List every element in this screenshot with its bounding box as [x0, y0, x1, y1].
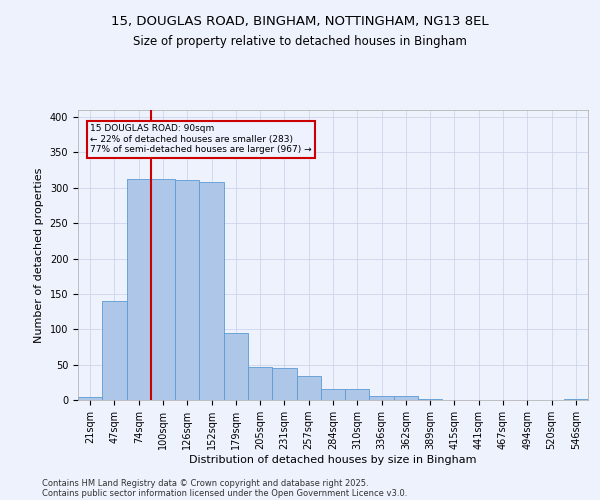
- Text: Size of property relative to detached houses in Bingham: Size of property relative to detached ho…: [133, 35, 467, 48]
- Text: Contains public sector information licensed under the Open Government Licence v3: Contains public sector information licen…: [42, 488, 407, 498]
- Bar: [175, 180, 199, 400]
- Bar: [78, 397, 102, 400]
- Y-axis label: Number of detached properties: Number of detached properties: [34, 168, 44, 342]
- Bar: [151, 180, 175, 400]
- Text: 15 DOUGLAS ROAD: 90sqm
← 22% of detached houses are smaller (283)
77% of semi-de: 15 DOUGLAS ROAD: 90sqm ← 22% of detached…: [90, 124, 312, 154]
- Bar: [564, 398, 588, 400]
- Bar: [296, 376, 321, 400]
- X-axis label: Distribution of detached houses by size in Bingham: Distribution of detached houses by size …: [189, 455, 477, 465]
- Text: 15, DOUGLAS ROAD, BINGHAM, NOTTINGHAM, NG13 8EL: 15, DOUGLAS ROAD, BINGHAM, NOTTINGHAM, N…: [111, 15, 489, 28]
- Bar: [248, 368, 272, 400]
- Bar: [127, 180, 151, 400]
- Bar: [345, 390, 370, 400]
- Bar: [370, 396, 394, 400]
- Bar: [321, 390, 345, 400]
- Text: Contains HM Land Registry data © Crown copyright and database right 2025.: Contains HM Land Registry data © Crown c…: [42, 478, 368, 488]
- Bar: [199, 182, 224, 400]
- Bar: [224, 333, 248, 400]
- Bar: [394, 396, 418, 400]
- Bar: [418, 398, 442, 400]
- Bar: [102, 301, 127, 400]
- Bar: [272, 368, 296, 400]
